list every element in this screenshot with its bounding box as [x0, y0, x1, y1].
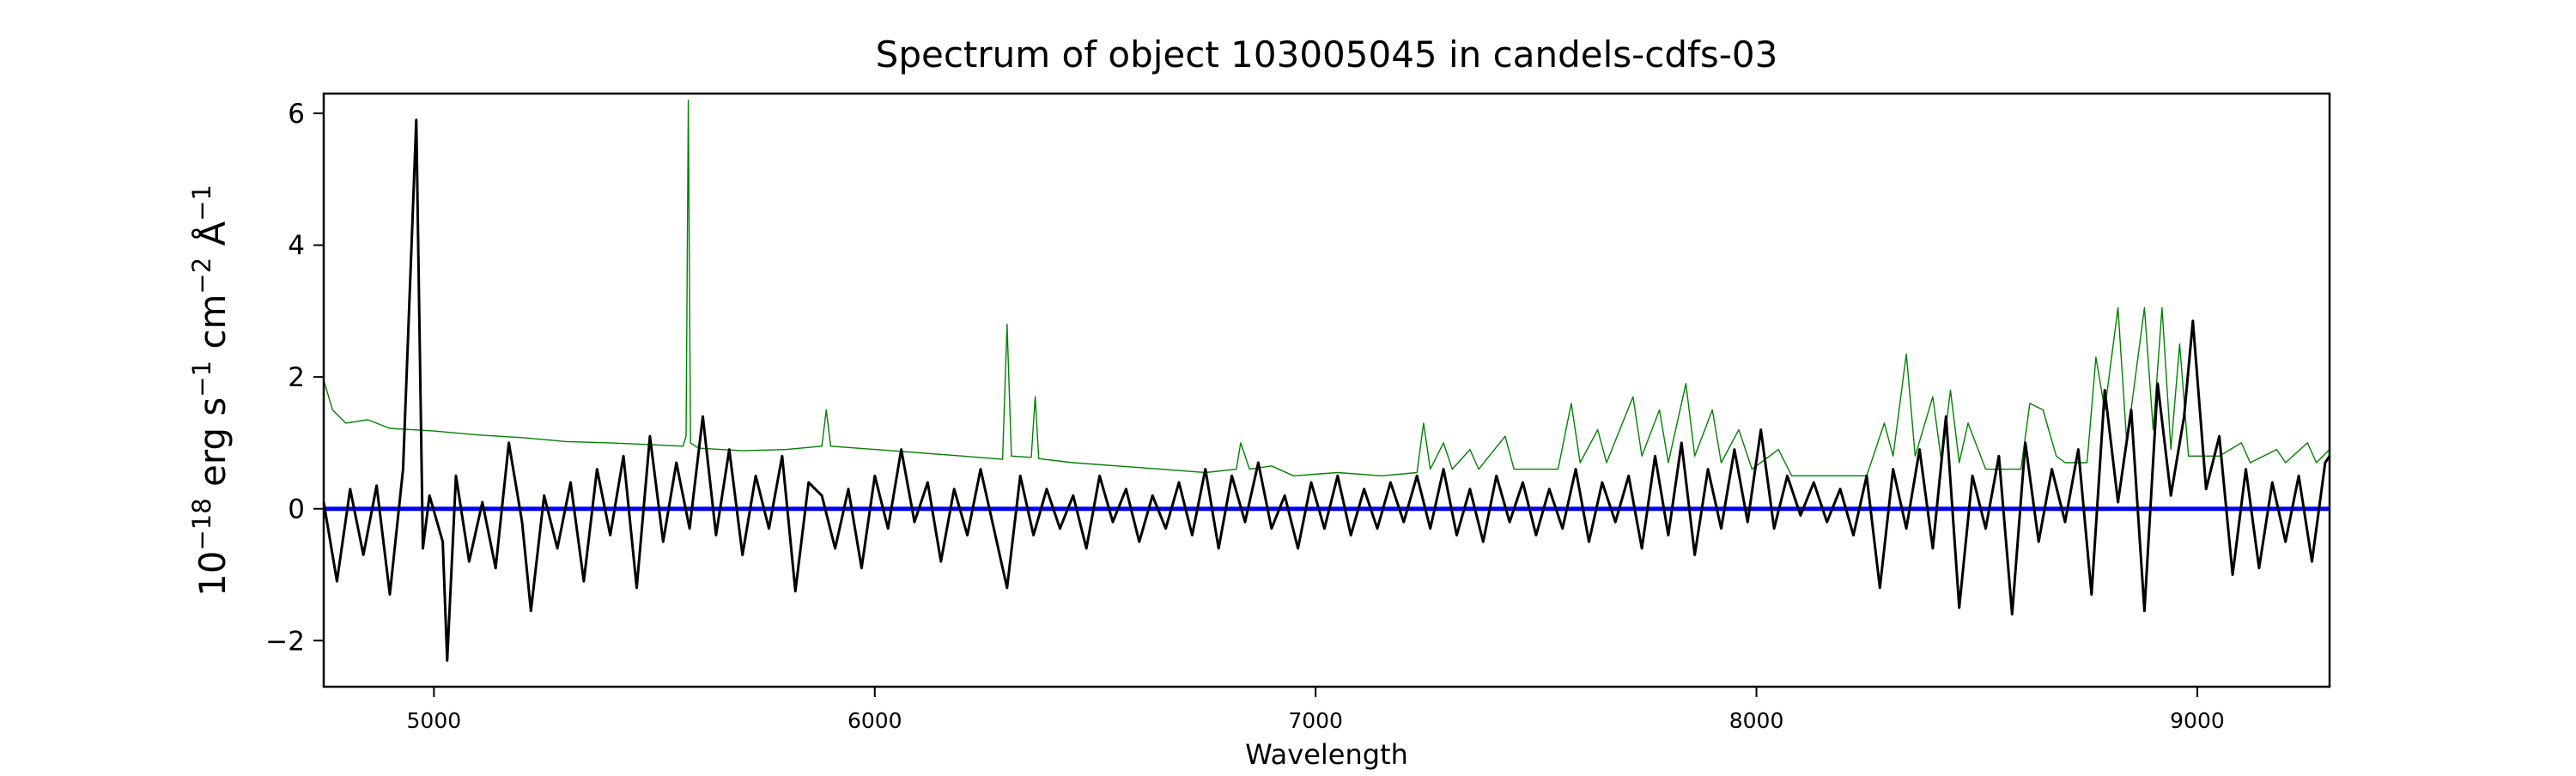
y-label-base: 10: [191, 551, 234, 597]
x-axis-label: Wavelength: [1245, 738, 1408, 771]
x-tick-label: 9000: [2170, 708, 2225, 733]
plot-frame: [322, 92, 2331, 688]
series-flux-line: [322, 118, 2331, 662]
x-tick-label: 7000: [1288, 708, 1343, 733]
y-tick-label: 2: [288, 362, 305, 393]
series-model-line: [323, 100, 2330, 476]
y-axis-label: 10−18 erg s−1 cm−2 Å−1: [187, 185, 234, 597]
y-label-exp1: −18: [187, 498, 216, 550]
y-label-ang: Å: [191, 221, 234, 258]
y-tick-label: 6: [288, 99, 305, 130]
y-tick-label: 0: [288, 494, 305, 525]
chart-title: Spectrum of object 103005045 in candels-…: [876, 33, 1778, 76]
x-axis: 5000 6000 7000 8000 9000: [407, 687, 2225, 733]
y-label-exp4: −1: [187, 185, 216, 221]
y-tick-label: 4: [288, 231, 305, 262]
x-tick-label: 6000: [848, 708, 902, 733]
series-layer: [322, 100, 2331, 662]
y-tick-label: −2: [265, 626, 305, 657]
x-tick-label: 5000: [407, 708, 462, 733]
y-axis: −2 0 2 4 6: [265, 99, 324, 657]
y-label-exp3: −2: [187, 258, 216, 294]
y-label-cm: cm: [191, 294, 234, 361]
y-label-exp2: −1: [187, 361, 216, 397]
x-tick-label: 8000: [1729, 708, 1784, 733]
y-label-erg: erg s: [191, 397, 234, 499]
